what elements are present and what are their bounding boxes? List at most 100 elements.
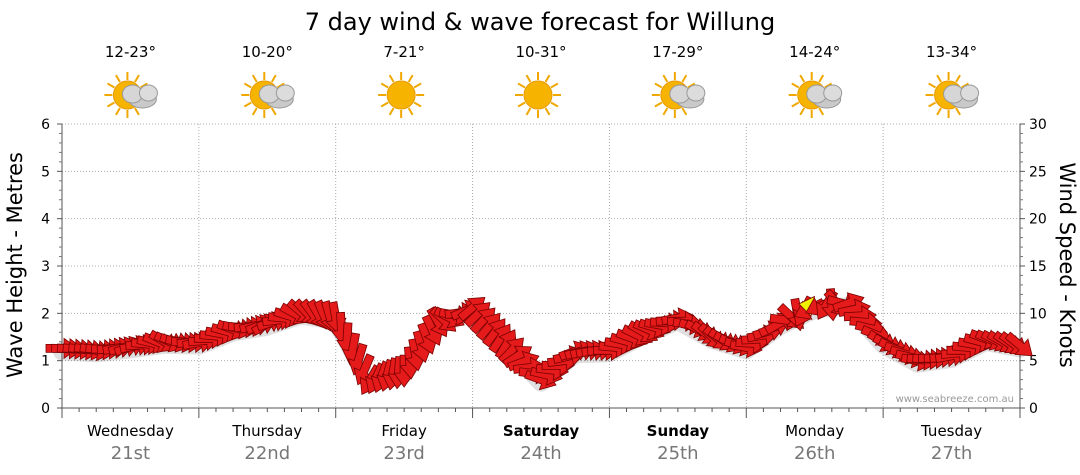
temp-range: 13-34°: [926, 43, 977, 61]
temp-range: 12-23°: [105, 43, 156, 61]
sun-ray: [550, 82, 559, 89]
sun-ray: [824, 82, 833, 89]
day-date: 26th: [794, 443, 835, 464]
sun-ray: [139, 82, 148, 89]
sun-ray: [388, 74, 395, 83]
sun-ray: [243, 101, 252, 108]
sun-ray: [799, 74, 806, 83]
sun-ray: [681, 107, 688, 116]
right-tick-label: 15: [1029, 259, 1047, 275]
day-name: Tuesday: [920, 422, 982, 440]
sun-ray: [517, 101, 526, 108]
sun-icon: [515, 72, 561, 118]
sun-ray: [525, 107, 532, 116]
credit-text: www.seabreeze.com.au: [896, 394, 1014, 405]
sun-ray: [276, 82, 285, 89]
sun-cloud-icon: [788, 72, 843, 118]
sun-ray: [955, 107, 961, 116]
sun-ray: [681, 74, 688, 83]
temp-range: 10-31°: [515, 43, 566, 61]
sun-ray: [928, 82, 937, 89]
day-name: Monday: [785, 422, 844, 440]
sun-ray: [380, 82, 389, 89]
sun-cloud-icon: [104, 72, 158, 118]
sun-ray: [818, 74, 825, 83]
temp-range: 7-21°: [383, 43, 425, 61]
sun-ray: [243, 82, 252, 89]
sun-ray: [115, 74, 121, 83]
sun-disc: [523, 80, 553, 110]
sun-disc: [386, 80, 416, 110]
day-date: 23rd: [383, 443, 424, 464]
sun-ray: [961, 82, 969, 89]
sun-ray: [550, 101, 559, 108]
left-tick-label: 1: [41, 354, 50, 370]
day-name: Sunday: [647, 422, 710, 440]
sun-ray: [388, 107, 395, 116]
sun-ray: [955, 74, 961, 83]
wind-arrow: [1004, 331, 1033, 357]
left-tick-label: 5: [41, 164, 50, 180]
sun-ray: [687, 82, 696, 89]
sun-ray: [407, 74, 414, 83]
sun-cloud-icon: [651, 72, 706, 118]
temp-range: 14-24°: [789, 43, 840, 61]
sun-ray: [791, 101, 800, 108]
sun-ray: [544, 107, 551, 116]
temp-range: 10-20°: [242, 43, 293, 61]
day-name: Friday: [381, 422, 427, 440]
sun-ray: [936, 107, 942, 116]
day-name: Wednesday: [87, 422, 174, 440]
day-date: 27th: [931, 443, 972, 464]
sun-ray: [407, 107, 414, 116]
left-tick-label: 0: [41, 401, 50, 417]
cloud-puff: [686, 84, 706, 102]
sun-ray: [936, 74, 942, 83]
sun-ray: [413, 82, 422, 89]
right-tick-label: 20: [1029, 212, 1047, 228]
day-date: 22nd: [244, 443, 290, 464]
sun-ray: [107, 101, 115, 108]
sun-ray: [928, 101, 937, 108]
left-tick-label: 4: [41, 212, 50, 228]
right-tick-label: 25: [1029, 164, 1047, 180]
sun-ray: [270, 74, 277, 83]
sun-ray: [544, 74, 551, 83]
left-tick-label: 2: [41, 306, 50, 322]
plot-axes: 0 1 2 3 4 5 6 0 5 10 15 20 25 30: [41, 117, 1047, 418]
temp-range: 17-29°: [652, 43, 703, 61]
cloud-puff: [960, 84, 980, 102]
left-axis-title: Wave Height - Metres: [3, 152, 27, 378]
sun-ray: [818, 107, 825, 116]
sun-ray: [525, 74, 532, 83]
day-date: 21st: [111, 443, 150, 464]
cloud-puff: [275, 84, 295, 102]
sun-ray: [654, 101, 663, 108]
day-name: Thursday: [231, 422, 302, 440]
sun-ray: [115, 107, 121, 116]
left-tick-label: 6: [41, 117, 50, 133]
left-tick-label: 3: [41, 259, 50, 275]
sun-ray: [791, 82, 800, 89]
sun-ray: [654, 82, 663, 89]
day-name: Saturday: [503, 422, 580, 440]
sun-ray: [251, 74, 258, 83]
right-tick-label: 5: [1029, 354, 1038, 370]
sun-ray: [413, 101, 422, 108]
day-labels: Wednesday 21st Thursday 22nd Friday 23rd Satur…: [87, 422, 982, 464]
day-date: 24th: [520, 443, 561, 464]
chart-title: 7 day wind & wave forecast for Willung: [305, 8, 776, 36]
day-date: 25th: [657, 443, 698, 464]
cloud-puff: [823, 84, 843, 102]
sun-cloud-icon: [241, 72, 295, 118]
right-tick-label: 10: [1029, 306, 1047, 322]
sun-ray: [662, 107, 669, 116]
right-tick-label: 30: [1029, 117, 1047, 133]
sun-cloud-icon: [925, 72, 980, 118]
right-axis-title: Wind Speed - Knots: [1055, 162, 1079, 367]
right-tick-label: 0: [1029, 401, 1038, 417]
sun-icon: [378, 72, 425, 118]
sun-ray: [662, 74, 669, 83]
cloud-puff: [138, 84, 158, 102]
